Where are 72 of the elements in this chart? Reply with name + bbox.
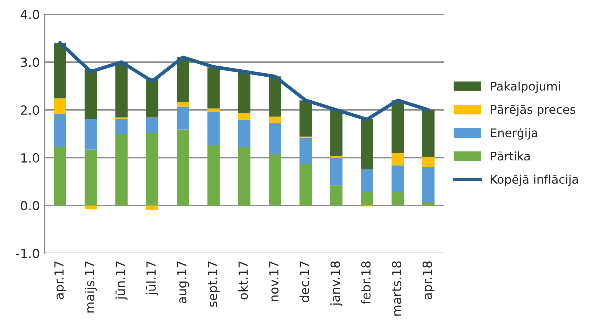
bar xyxy=(269,154,282,206)
bar xyxy=(238,120,251,148)
bar xyxy=(84,69,98,120)
bar xyxy=(84,119,98,150)
bar xyxy=(208,108,220,112)
x-tick-label: aug.17 xyxy=(177,262,190,304)
x-tick-label: apr.17 xyxy=(54,262,66,300)
line-series xyxy=(58,41,430,122)
bar xyxy=(116,134,128,206)
y-tick-label: -1.0 xyxy=(16,249,40,258)
bar xyxy=(146,206,159,211)
bar xyxy=(422,156,435,168)
y-tick-label: 3.0 xyxy=(21,58,40,68)
bar xyxy=(176,106,190,130)
bar xyxy=(392,166,404,192)
x-tick-label: jūl.17 xyxy=(146,262,158,296)
bar xyxy=(330,110,343,156)
y-tick-label: 0.0 xyxy=(21,201,40,211)
bar xyxy=(238,113,251,120)
x-tick-label: jūn.17 xyxy=(116,262,128,300)
legend-label: Enerģija xyxy=(491,128,538,140)
bar xyxy=(54,147,66,206)
x-tick-label: maijs.17 xyxy=(84,262,98,313)
bar xyxy=(330,186,343,206)
x-tick-label: sept.17 xyxy=(208,262,220,307)
y-tick-label: 2.0 xyxy=(21,106,40,116)
bar xyxy=(208,112,220,146)
bar xyxy=(208,145,220,206)
bar xyxy=(176,130,190,206)
legend-label: Pārtika xyxy=(491,152,530,161)
bar xyxy=(269,116,282,124)
bar xyxy=(422,168,435,202)
bar xyxy=(361,169,374,192)
bar xyxy=(146,78,159,118)
bar xyxy=(54,43,66,99)
legend-label: Pakalpojumi xyxy=(491,82,560,94)
bar xyxy=(269,76,282,117)
y-tick-label: 1.0 xyxy=(22,153,40,163)
x-tick-label: janv.18 xyxy=(330,262,343,306)
bar xyxy=(422,110,435,157)
x-tick-label: nov.17 xyxy=(270,262,279,302)
bar xyxy=(300,100,312,137)
x-tick-label: marts.18 xyxy=(392,262,402,316)
bar xyxy=(116,119,128,134)
bar xyxy=(269,124,282,154)
x-tick-label: febr.18 xyxy=(361,262,371,304)
x-tick-label: apr.18 xyxy=(422,262,435,300)
bar xyxy=(392,192,404,206)
bar xyxy=(54,98,66,114)
bar xyxy=(361,192,374,206)
bar xyxy=(392,153,404,166)
bar xyxy=(392,100,404,154)
bar xyxy=(238,72,251,114)
x-tick-label: okt.17 xyxy=(238,262,248,300)
bar xyxy=(361,119,374,170)
bar xyxy=(54,114,66,148)
bar xyxy=(208,68,220,109)
bar xyxy=(300,138,312,164)
bar xyxy=(146,118,159,134)
bar xyxy=(300,164,312,206)
legend-label: Pārējās preces xyxy=(491,105,576,116)
bar xyxy=(84,150,98,206)
bar xyxy=(330,158,343,186)
bar xyxy=(422,202,435,206)
bar xyxy=(116,62,128,118)
bar xyxy=(238,147,251,206)
legend-label: Kopējā inflācija xyxy=(491,174,578,186)
y-tick-label: 4.0 xyxy=(20,10,40,20)
bar xyxy=(146,133,159,206)
x-tick-label: dec.17 xyxy=(300,262,310,302)
bar xyxy=(176,58,190,102)
bar xyxy=(176,102,190,107)
